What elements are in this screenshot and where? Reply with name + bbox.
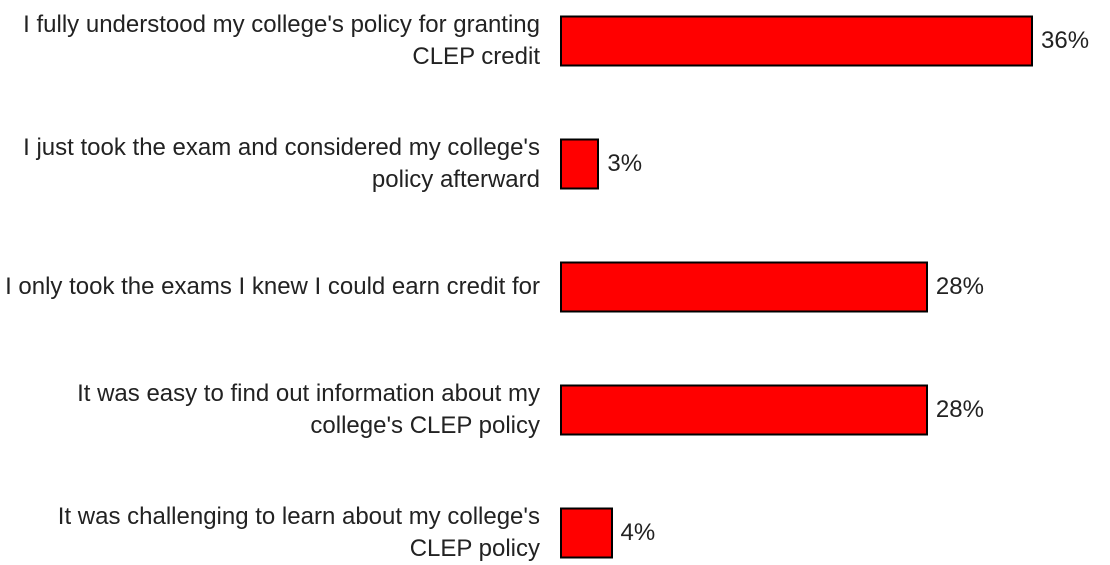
value-label: 28% bbox=[935, 273, 984, 300]
category-label: It was challenging to learn about my col… bbox=[57, 503, 540, 562]
value-label: 28% bbox=[935, 396, 984, 423]
bar bbox=[560, 138, 600, 190]
bar bbox=[560, 261, 928, 313]
value-label: 36% bbox=[1041, 27, 1090, 54]
bar bbox=[560, 15, 1033, 67]
value-label: 3% bbox=[607, 150, 643, 177]
category-label: I fully understood my college's policy f… bbox=[23, 11, 540, 70]
bar bbox=[560, 384, 928, 436]
category-label: I just took the exam and considered my c… bbox=[23, 134, 540, 193]
category-label: It was easy to find out information abou… bbox=[77, 380, 540, 439]
value-label: 4% bbox=[620, 519, 656, 546]
category-label: I only took the exams I knew I could ear… bbox=[5, 273, 540, 300]
bar bbox=[560, 507, 613, 559]
